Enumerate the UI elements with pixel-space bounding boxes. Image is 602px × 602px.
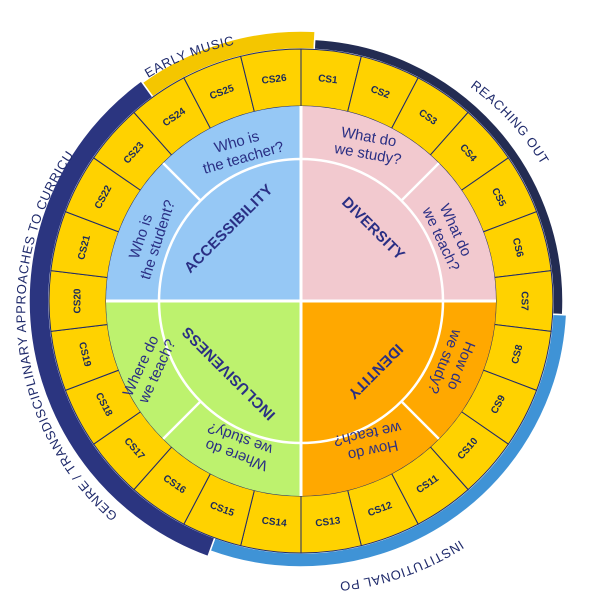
segment-label-cs13: CS13 (315, 515, 342, 529)
segment-label-cs1: CS1 (318, 73, 339, 86)
question-divider (162, 162, 202, 202)
quadrants (106, 106, 496, 496)
question-divider (400, 162, 440, 202)
quadrant-inclusiveness[interactable] (106, 301, 301, 496)
quadrant-identity[interactable] (301, 301, 496, 496)
segment-label-cs6: CS6 (510, 237, 525, 259)
segment-label-cs20: CS20 (73, 288, 84, 313)
segment-label-cs8: CS8 (510, 343, 525, 365)
question-divider (162, 400, 202, 440)
segment-label-cs26: CS26 (261, 73, 288, 87)
segment-label-cs7: CS7 (518, 291, 529, 311)
segment-label-cs14: CS14 (261, 516, 288, 530)
quadrant-diversity[interactable] (301, 106, 496, 301)
quadrant-accessibility[interactable] (106, 106, 301, 301)
question-divider (400, 400, 440, 440)
